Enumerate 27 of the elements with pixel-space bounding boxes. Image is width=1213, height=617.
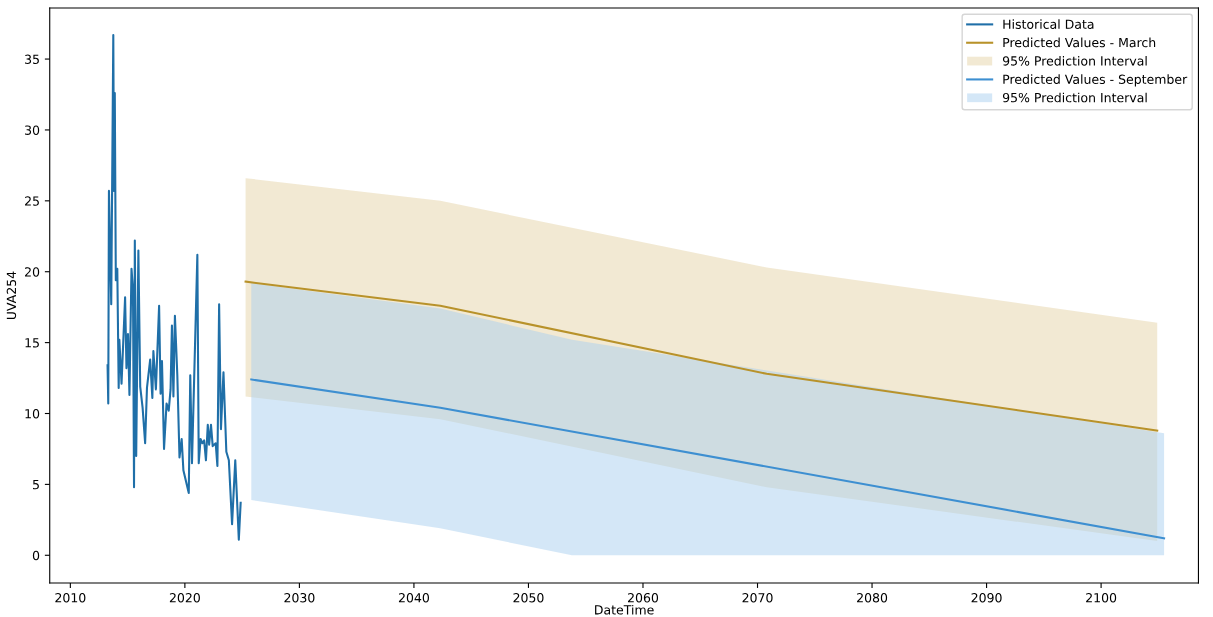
x-tick-label: 2070	[742, 593, 773, 603]
y-tick-label: 35	[25, 54, 39, 64]
legend-label: 95% Prediction Interval	[1002, 92, 1147, 103]
x-tick-label: 2060	[628, 593, 659, 603]
y-tick-label: 10	[25, 408, 40, 419]
legend-label: 95% Prediction Interval	[1002, 55, 1147, 66]
line-series	[244, 280, 1159, 432]
x-tick-label: 2080	[857, 593, 888, 603]
x-tick-label: 2100	[1086, 593, 1117, 603]
y-tick-label: 25	[25, 196, 39, 206]
y-axis-title: UVA254	[6, 271, 17, 320]
x-tick-label: 2030	[284, 593, 315, 603]
legend-label: Predicted Values - September	[1003, 74, 1188, 87]
line-series	[106, 33, 242, 541]
x-tick-label: 2090	[971, 593, 1002, 603]
legend-label: Predicted Values - March	[1003, 37, 1156, 48]
y-tick-label: 30	[25, 125, 40, 135]
y-tick-label: 0	[32, 550, 40, 561]
x-axis-title: DateTime	[595, 604, 654, 615]
y-tick-label: 5	[33, 480, 39, 490]
x-tick-label: 2010	[55, 593, 86, 603]
y-tick-label: 20	[25, 267, 40, 277]
x-tick-label: 2020	[169, 593, 200, 603]
legend-label: Historical Data	[1003, 19, 1094, 29]
y-tick-label: 15	[25, 338, 39, 348]
x-tick-label: 2050	[513, 593, 544, 603]
x-tick-label: 2040	[398, 593, 430, 603]
